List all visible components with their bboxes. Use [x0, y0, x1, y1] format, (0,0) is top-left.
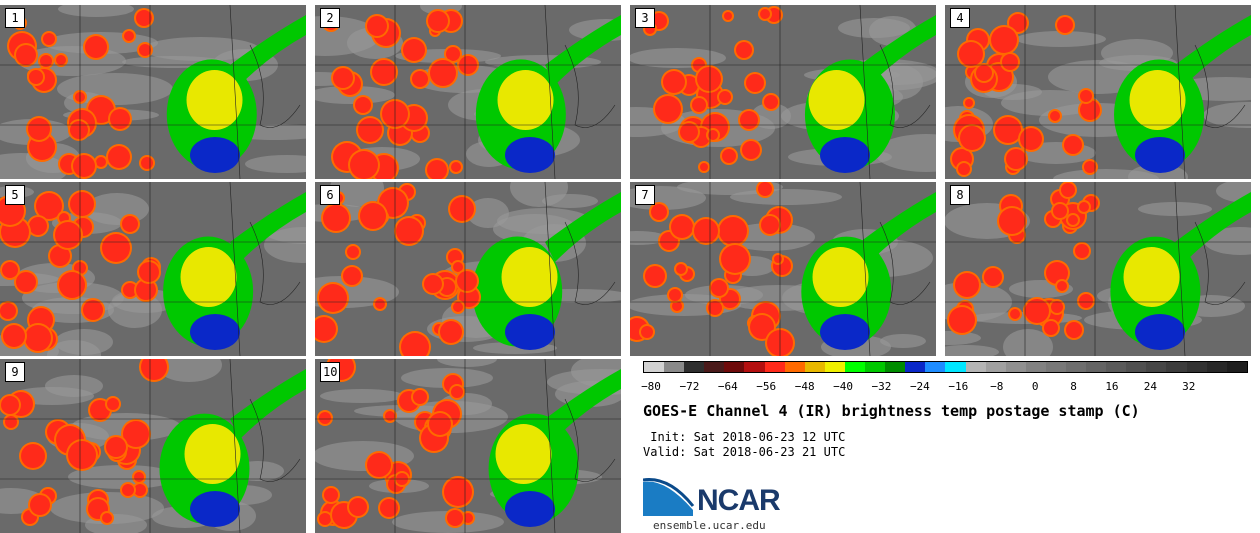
panel-number-label: 5: [5, 185, 25, 205]
panel-9: 9: [0, 359, 306, 533]
colorbar-segment: [764, 362, 785, 372]
colorbar-tick-label: 24: [1143, 380, 1157, 393]
figure-title: GOES-E Channel 4 (IR) brightness temp po…: [643, 402, 1140, 420]
panel-number-label: 6: [320, 185, 340, 205]
init-time: Init: Sat 2018-06-23 12 UTC: [643, 430, 846, 444]
colorbar-segment: [664, 362, 685, 372]
panel-number-label: 2: [320, 8, 340, 28]
colorbar-segment: [724, 362, 745, 372]
colorbar-ticks: −80 −72 −64 −56 −48 −40 −32 −24 −16 −8 0 8 16 24 32: [641, 380, 1248, 394]
colorbar-tick-label: −8: [990, 380, 1004, 393]
colorbar-segment: [784, 362, 805, 372]
colorbar-tick-label: 0: [1031, 380, 1039, 393]
colorbar-segment: [844, 362, 866, 372]
colorbar-segment: [1166, 362, 1187, 372]
colorbar-tick-label: 16: [1105, 380, 1119, 393]
panel-10: 10: [315, 359, 621, 533]
panel-number-label: 4: [950, 8, 970, 28]
panel-number-label: 10: [320, 362, 341, 382]
colorbar-segment: [704, 362, 725, 372]
colorbar-segment: [1025, 362, 1046, 372]
panel-number-label: 7: [635, 185, 655, 205]
colorbar-segment: [1186, 362, 1207, 372]
colorbar-segment: [1086, 362, 1107, 372]
panel-5: 5: [0, 182, 306, 356]
panel-number-label: 3: [635, 8, 655, 28]
colorbar-tick-label: −80: [641, 380, 661, 393]
ncar-wordmark: NCAR: [697, 484, 781, 517]
panel-6: 6: [315, 182, 621, 356]
valid-time: Valid: Sat 2018-06-23 21 UTC: [643, 445, 846, 459]
colorbar-tick-label: −72: [679, 380, 700, 393]
colorbar-segment: [905, 362, 926, 372]
colorbar-tick-label: −56: [756, 380, 777, 393]
panel-number-label: 8: [950, 185, 970, 205]
panel-7: 7: [630, 182, 936, 356]
colorbar-segment: [1146, 362, 1167, 372]
panel-1: 1: [0, 5, 306, 179]
panel-number-label: 1: [5, 8, 25, 28]
colorbar-tick-label: −16: [948, 380, 969, 393]
colorbar-tick-label: −40: [833, 380, 853, 393]
colorbar-tick-label: 8: [1070, 380, 1077, 393]
panel-number-label: 9: [5, 362, 25, 382]
colorbar-segment: [744, 362, 765, 372]
colorbar-segment: [945, 362, 966, 372]
colorbar: [643, 361, 1248, 373]
colorbar-segment: [1226, 362, 1247, 372]
colorbar-segment: [1065, 362, 1087, 372]
colorbar-segment: [885, 362, 906, 372]
colorbar-segment: [824, 362, 845, 372]
panel-4: 4: [945, 5, 1251, 179]
colorbar-segment: [644, 362, 665, 372]
ncar-logo-icon: [643, 478, 695, 516]
colorbar-segment: [804, 362, 825, 372]
colorbar-segment: [1045, 362, 1066, 372]
site-url: ensemble.ucar.edu: [653, 519, 766, 532]
panel-3: 3: [630, 5, 936, 179]
colorbar-tick-label: −32: [871, 380, 892, 393]
panel-2: 2: [315, 5, 621, 179]
colorbar-segment: [925, 362, 946, 372]
panel-8: 8: [945, 182, 1251, 356]
colorbar-segment: [1206, 362, 1227, 372]
colorbar-tick-label: −64: [717, 380, 738, 393]
colorbar-segment: [985, 362, 1006, 372]
colorbar-segment: [1126, 362, 1147, 372]
colorbar-segment: [1005, 362, 1026, 372]
colorbar-segment: [965, 362, 986, 372]
colorbar-tick-label: 32: [1182, 380, 1196, 393]
colorbar-tick-label: −48: [794, 380, 815, 393]
colorbar-segment: [1106, 362, 1127, 372]
colorbar-tick-label: −24: [909, 380, 930, 393]
colorbar-segment: [684, 362, 705, 372]
colorbar-segment: [865, 362, 886, 372]
